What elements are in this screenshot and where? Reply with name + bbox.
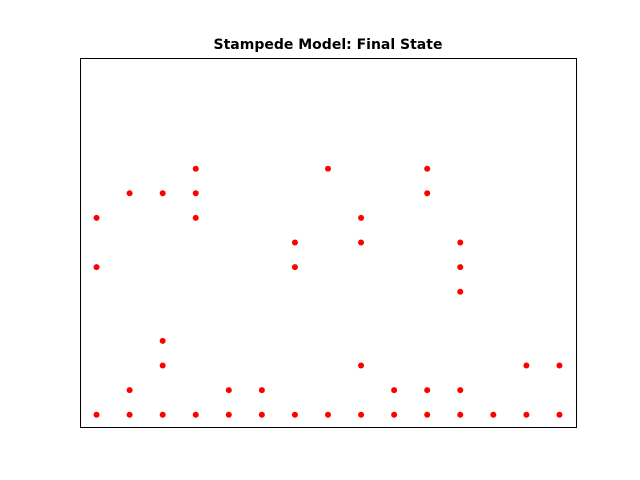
data-point: [192, 165, 199, 172]
data-point: [457, 288, 464, 295]
data-point: [93, 411, 100, 418]
data-points: [93, 165, 563, 418]
data-point: [291, 239, 298, 246]
data-point: [457, 411, 464, 418]
data-point: [556, 362, 563, 369]
data-point: [424, 190, 431, 197]
data-point: [192, 411, 199, 418]
data-point: [192, 190, 199, 197]
data-point: [391, 387, 398, 394]
data-point: [556, 411, 563, 418]
data-point: [258, 387, 265, 394]
data-point: [225, 387, 232, 394]
data-point: [325, 411, 331, 418]
data-point: [126, 190, 133, 197]
data-point: [225, 411, 232, 418]
chart-title: Stampede Model: Final State: [214, 37, 443, 53]
data-point: [126, 387, 133, 394]
plot-area-frame: [80, 58, 577, 428]
data-point: [358, 411, 365, 418]
data-point: [93, 214, 100, 221]
data-point: [159, 362, 166, 369]
data-point: [457, 387, 464, 394]
data-point: [358, 362, 365, 369]
data-point: [159, 411, 166, 418]
data-point: [126, 411, 133, 418]
data-point: [523, 411, 530, 418]
data-point: [490, 411, 497, 418]
data-point: [457, 239, 464, 246]
data-point: [358, 214, 365, 221]
data-point: [523, 362, 530, 369]
data-point: [159, 190, 166, 197]
data-point: [358, 239, 365, 246]
data-point: [325, 165, 331, 172]
data-point: [93, 264, 100, 271]
data-point: [424, 387, 431, 394]
data-point: [391, 411, 398, 418]
data-point: [291, 264, 298, 271]
data-point: [457, 264, 464, 271]
data-point: [258, 411, 265, 418]
data-point: [424, 165, 431, 172]
data-point: [424, 411, 431, 418]
data-point: [159, 337, 166, 344]
data-point: [192, 214, 199, 221]
data-point: [291, 411, 298, 418]
